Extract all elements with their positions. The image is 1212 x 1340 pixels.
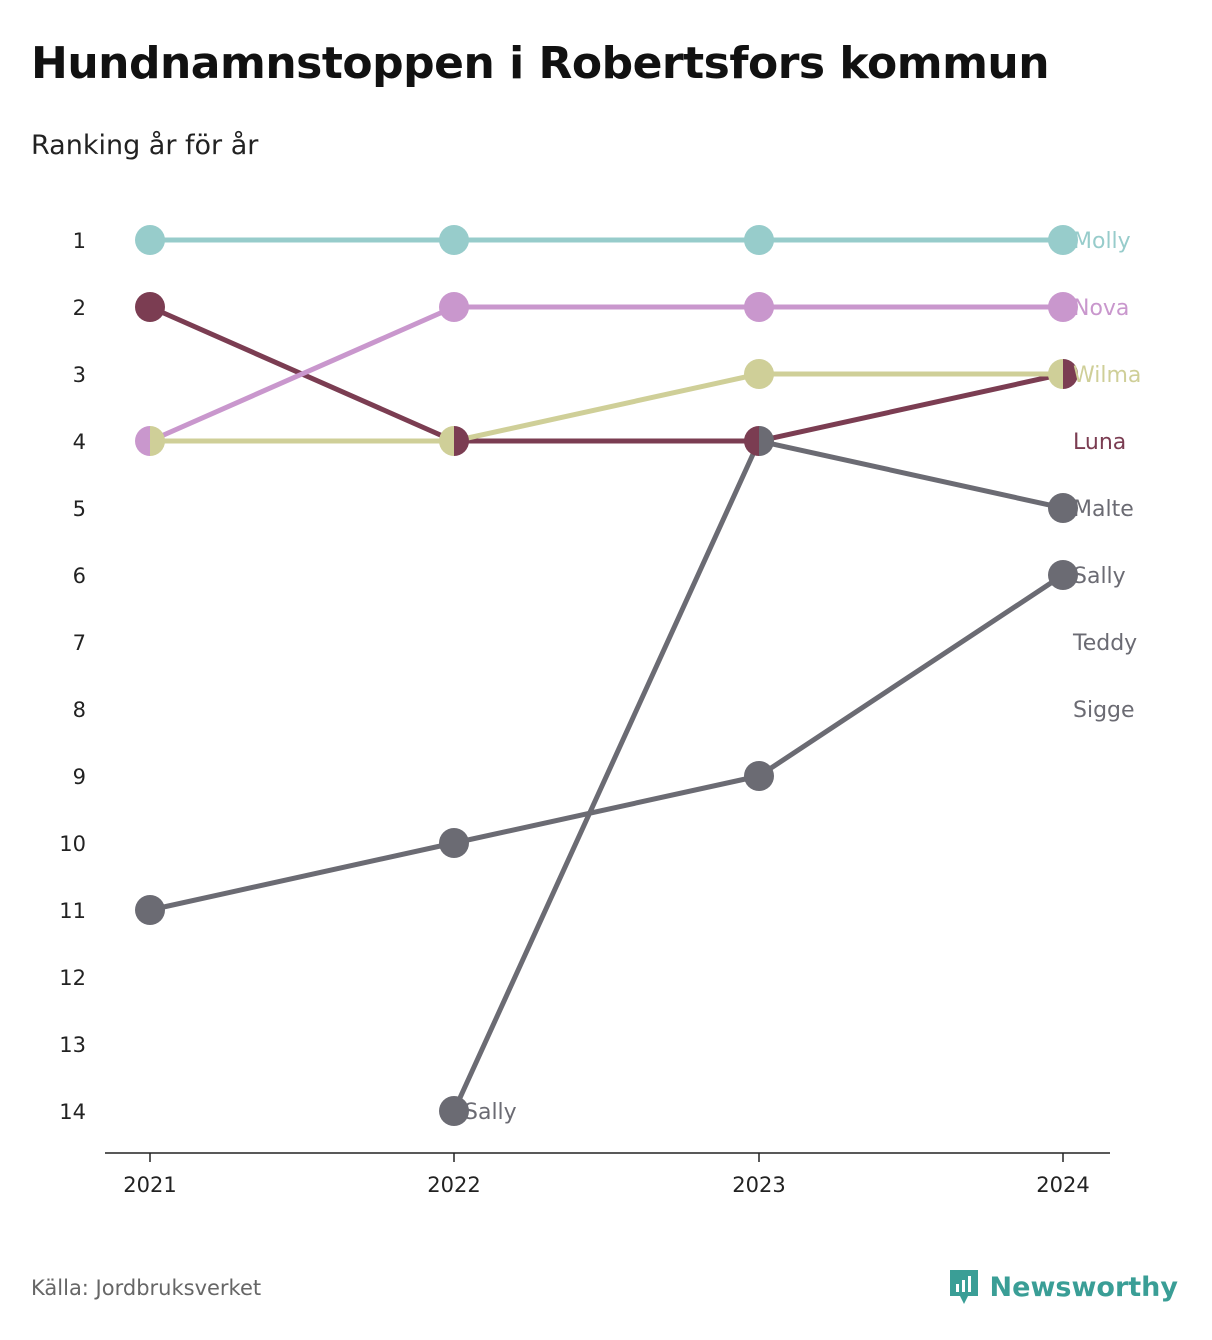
y-tick-label-9: 9 — [73, 765, 86, 789]
point-sally-2023 — [744, 761, 774, 791]
point-luna-2022 — [454, 426, 469, 456]
chart-subtitle: Ranking år för år — [31, 130, 259, 161]
point-luna-2021 — [135, 292, 165, 322]
x-tick-label-2021: 2021 — [123, 1173, 176, 1197]
y-tick-label-2: 2 — [73, 296, 86, 320]
point-nova-2024 — [1048, 292, 1078, 322]
y-tick-label-14: 14 — [59, 1100, 86, 1124]
point-molly-2022 — [439, 225, 469, 255]
source-note: Källa: Jordbruksverket — [31, 1276, 262, 1300]
end-label-nova: Nova — [1073, 296, 1129, 321]
y-tick-label-10: 10 — [59, 832, 86, 856]
end-label-teddy: Teddy — [1072, 631, 1137, 656]
series-lines — [148, 237, 1065, 1113]
y-tick-label-13: 13 — [59, 1033, 86, 1057]
brand-logo[interactable]: Newsworthy — [948, 1268, 1178, 1306]
series-line-wilma — [150, 371, 1063, 444]
point-luna-2024 — [1063, 359, 1078, 389]
y-tick-label-3: 3 — [73, 363, 86, 387]
x-tick-label-2023: 2023 — [732, 1173, 785, 1197]
point-molly-2024 — [1048, 225, 1078, 255]
series-labels: Molly Nova Wilma Luna Malte Sally Teddy Sigge Sa… — [464, 229, 1141, 1125]
point-sally-2022 — [439, 828, 469, 858]
newsworthy-logo-icon — [949, 1270, 978, 1304]
end-label-molly: Molly — [1073, 229, 1131, 254]
point-nova-2021 — [135, 426, 150, 456]
point-luna-2023 — [744, 426, 759, 456]
end-label-malte: Malte — [1073, 497, 1134, 522]
x-tick-label-2022: 2022 — [427, 1173, 480, 1197]
point-nova-2022 — [439, 292, 469, 322]
y-tick-label-5: 5 — [73, 497, 86, 521]
chart-title: Hundnamnstoppen i Robertsfors kommun — [31, 38, 1050, 89]
y-tick-label-7: 7 — [73, 631, 86, 655]
y-tick-label-1: 1 — [73, 229, 86, 253]
point-malte-2022 — [439, 1096, 469, 1126]
point-wilma-2023 — [744, 359, 774, 389]
y-tick-label-8: 8 — [73, 698, 86, 722]
series-points — [135, 225, 1078, 1126]
point-wilma-2024 — [1048, 359, 1063, 389]
end-label-sally: Sally — [1073, 564, 1126, 589]
point-molly-2023 — [744, 225, 774, 255]
end-label-wilma: Wilma — [1073, 363, 1141, 388]
brand-name: Newsworthy — [989, 1271, 1178, 1303]
series-line-nova — [148, 304, 1063, 444]
y-tick-label-11: 11 — [59, 899, 86, 923]
series-line-sally — [149, 572, 1065, 913]
point-sally-2021 — [135, 895, 165, 925]
point-nova-2023 — [744, 292, 774, 322]
y-tick-label-6: 6 — [73, 564, 86, 588]
point-sally-2024 — [1048, 560, 1078, 590]
y-tick-label-12: 12 — [59, 966, 86, 990]
x-tick-label-2024: 2024 — [1036, 1173, 1089, 1197]
point-wilma-2022 — [439, 426, 454, 456]
point-molly-2021 — [135, 225, 165, 255]
point-malte-2024 — [1048, 493, 1078, 523]
point-malte-2023 — [759, 426, 774, 456]
end-label-luna: Luna — [1073, 430, 1126, 455]
annotation-sally: Sally — [464, 1100, 517, 1125]
point-wilma-2021 — [150, 426, 165, 456]
end-label-sigge: Sigge — [1073, 698, 1135, 723]
y-tick-label-4: 4 — [73, 430, 86, 454]
